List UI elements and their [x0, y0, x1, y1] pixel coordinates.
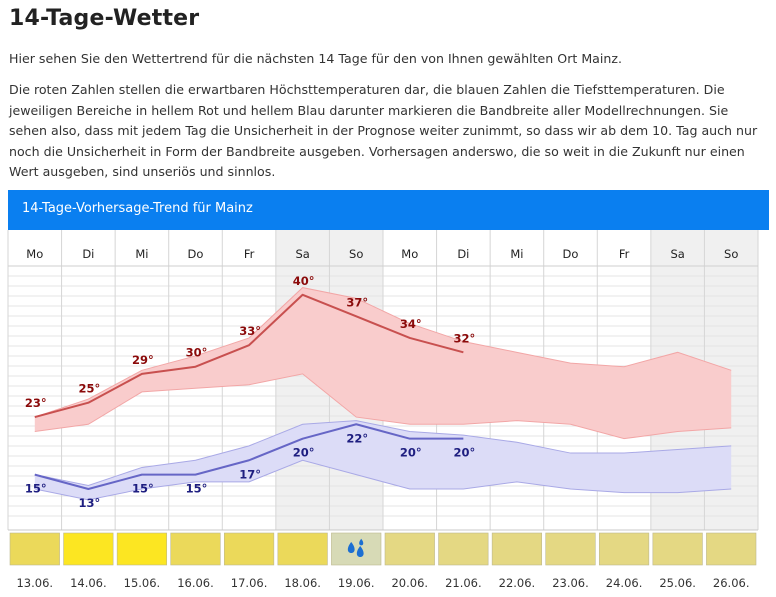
date-label: 26.06. — [713, 576, 750, 590]
min-temperature-label: 22° — [346, 431, 368, 445]
date-label: 24.06. — [606, 576, 643, 590]
weekday-label: Mo — [26, 247, 43, 261]
max-temperature-band-lower-edge — [34, 373, 732, 440]
date-label: 19.06. — [338, 576, 375, 590]
weekday-label: Fr — [244, 247, 255, 261]
weekday-label: Sa — [295, 247, 309, 261]
weather-condition-tile — [9, 532, 60, 566]
min-temperature-label: 15° — [25, 482, 47, 496]
min-temperature-label: 13° — [78, 496, 100, 510]
date-label: 15.06. — [124, 576, 161, 590]
min-temperature-line — [34, 423, 464, 491]
date-label: 20.06. — [391, 576, 428, 590]
weather-condition-tile — [652, 532, 703, 566]
weather-condition-tile — [706, 532, 757, 566]
min-temperature-label: 15° — [132, 482, 154, 496]
weekday-label: Di — [457, 247, 469, 261]
max-temperature-label: 23° — [25, 396, 47, 410]
max-temperature-label: 40° — [293, 274, 315, 288]
max-temperature-label: 32° — [453, 331, 475, 345]
weekday-label: Mo — [401, 247, 418, 261]
weekday-label: Sa — [670, 247, 684, 261]
max-temperature-label: 30° — [186, 346, 208, 360]
rain-drop — [359, 538, 364, 546]
intro-paragraph-location: Hier sehen Sie den Wettertrend für die n… — [9, 51, 622, 66]
weekday-label: So — [724, 247, 738, 261]
min-temperature-band — [34, 420, 732, 500]
weekday-label: Do — [563, 247, 579, 261]
min-temperature-label: 20° — [453, 446, 475, 460]
weekday-label: Di — [82, 247, 94, 261]
date-label: 21.06. — [445, 576, 482, 590]
date-label: 22.06. — [499, 576, 536, 590]
max-temperature-label: 33° — [239, 324, 261, 338]
max-temperature-line — [34, 293, 464, 419]
weather-condition-tile — [116, 532, 168, 566]
weekday-label: Fr — [619, 247, 630, 261]
intro-paragraph-explanation: Die roten Zahlen stellen die erwartbaren… — [9, 82, 758, 179]
max-temperature-label: 34° — [400, 317, 422, 331]
weather-condition-tile — [438, 532, 489, 566]
weather-condition-tile — [384, 532, 435, 566]
weather-condition-tile — [223, 532, 275, 566]
max-temperature-label: 25° — [78, 382, 100, 396]
weekday-label: So — [349, 247, 363, 261]
weather-condition-tile — [170, 532, 221, 566]
max-temperature-label: 37° — [346, 295, 368, 309]
weather-condition-tile — [63, 532, 114, 566]
min-temperature-band-upper-edge — [34, 420, 732, 486]
date-label: 18.06. — [284, 576, 321, 590]
min-temperature-label: 15° — [186, 482, 208, 496]
rain-drop — [347, 542, 355, 553]
weekday-label: Do — [188, 247, 204, 261]
rain-drop — [356, 546, 364, 557]
weather-condition-tile — [277, 532, 328, 566]
weather-condition-tile — [331, 532, 382, 566]
min-temperature-label: 20° — [400, 446, 422, 460]
min-temperature-label: 17° — [239, 467, 261, 481]
forecast-chart: Mo Di Mi Do Fr Sa So Mo Di Mi Do Fr Sa So 23° 25° 29° 30… — [7, 230, 759, 590]
weather-condition-tile — [491, 532, 543, 566]
weather-condition-tile — [545, 532, 596, 566]
rain-drops-icon — [347, 538, 364, 557]
page-title: 14-Tage-Wetter — [9, 6, 200, 31]
weekday-label: Mi — [510, 247, 523, 261]
date-label: 13.06. — [16, 576, 53, 590]
max-temperature-band-upper-edge — [34, 287, 732, 418]
weather-condition-tile — [598, 532, 650, 566]
max-temperature-band — [34, 287, 732, 439]
chart-title: 14-Tage-Vorhersage-Trend für Mainz — [22, 201, 253, 216]
date-label: 25.06. — [659, 576, 696, 590]
max-temperature-label: 29° — [132, 353, 154, 367]
date-label: 17.06. — [231, 576, 268, 590]
date-label: 23.06. — [552, 576, 589, 590]
min-temperature-label: 20° — [293, 446, 315, 460]
forecast-banner: 14-Tage-Vorhersage-Trend für Mainz — [8, 190, 769, 230]
weekday-label: Mi — [135, 247, 148, 261]
min-temperature-band-lower-edge — [34, 459, 732, 501]
date-label: 14.06. — [70, 576, 107, 590]
date-label: 16.06. — [177, 576, 214, 590]
